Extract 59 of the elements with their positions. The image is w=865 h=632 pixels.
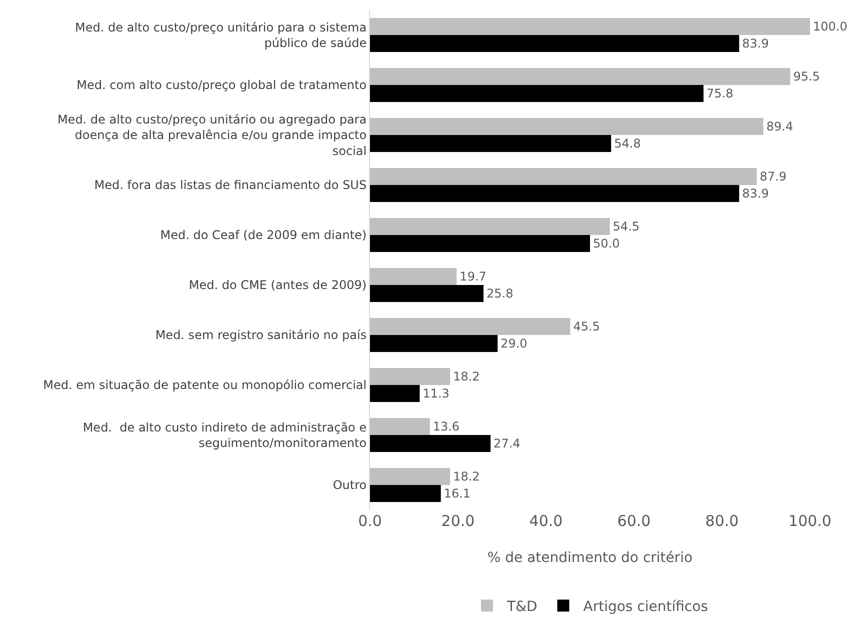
data-label: 18.2 (453, 370, 480, 384)
bar (370, 18, 810, 35)
data-label: 83.9 (742, 186, 769, 200)
data-label: 54.8 (614, 136, 641, 150)
bar (370, 185, 740, 202)
y-tick-label: Med. fora das listas de financiamento do SUS (94, 178, 367, 192)
y-tick-label: Med. do CME (antes de 2009) (188, 278, 367, 292)
y-tick-label: Outro (332, 478, 367, 492)
y-tick-label: Med. em situação de patente ou monopólio comercial (43, 378, 367, 392)
bar (370, 218, 610, 235)
bar (370, 485, 441, 502)
y-tick-label: Med. sem registro sanitário no país (155, 328, 367, 342)
data-label: 11.3 (422, 386, 450, 400)
data-label: 19.7 (460, 270, 486, 284)
x-tick-label: 60.0 (617, 512, 651, 530)
data-label: 87.9 (760, 170, 786, 184)
bar (370, 335, 498, 352)
data-label: 25.8 (486, 286, 514, 300)
legend-label: Artigos científicos (583, 599, 708, 616)
y-tick-label: Med. com alto custo/preço global de tratamento (76, 78, 367, 92)
x-tick-label: 80.0 (705, 512, 739, 530)
data-label: 54.5 (612, 220, 640, 234)
bar (370, 385, 420, 402)
y-tick-label: Med. de alto custo indireto de administração e seguimento/monitoramento (82, 420, 367, 450)
x-tick-label: 0.0 (358, 512, 382, 530)
data-label: 29.0 (500, 336, 528, 350)
bar (370, 368, 450, 385)
data-label: 89.4 (766, 120, 794, 134)
data-label: 13.6 (432, 420, 460, 434)
x-axis-title: % de atendimento do critério (487, 550, 693, 566)
bar (370, 468, 450, 485)
bar (370, 118, 764, 135)
data-label: 75.8 (706, 86, 734, 100)
bar (370, 85, 704, 102)
y-tick-label: Med. de alto custo/preço unitário para o sistema público de saúde (75, 20, 367, 50)
bar (370, 418, 430, 435)
data-label: 50.0 (593, 236, 620, 250)
data-label: 27.4 (494, 436, 520, 450)
legend-label: T&D (506, 599, 538, 616)
x-tick-label: 40.0 (529, 512, 563, 530)
data-label: 18.2 (453, 470, 480, 484)
y-tick-label: Med. de alto custo/preço unitário ou agregado para doença de alta prevalência e/ou grande impacto social (57, 112, 367, 158)
data-label: 16.1 (444, 486, 471, 500)
bar (370, 135, 612, 152)
data-label: 100.0 (813, 20, 848, 34)
bar (370, 285, 484, 302)
y-tick-label: Med. do Ceaf (de 2009 em diante) (160, 228, 367, 242)
bar (370, 435, 491, 452)
x-tick-label: 20.0 (441, 512, 475, 530)
data-label: 83.9 (742, 36, 769, 50)
bar (370, 268, 457, 285)
data-label: 45.5 (573, 320, 600, 334)
x-tick-label: 100.0 (788, 512, 832, 530)
bar (370, 235, 590, 252)
bar (370, 318, 570, 335)
bar (370, 35, 740, 52)
bar (370, 68, 790, 85)
data-label: 95.5 (793, 70, 820, 84)
bar (370, 168, 757, 185)
